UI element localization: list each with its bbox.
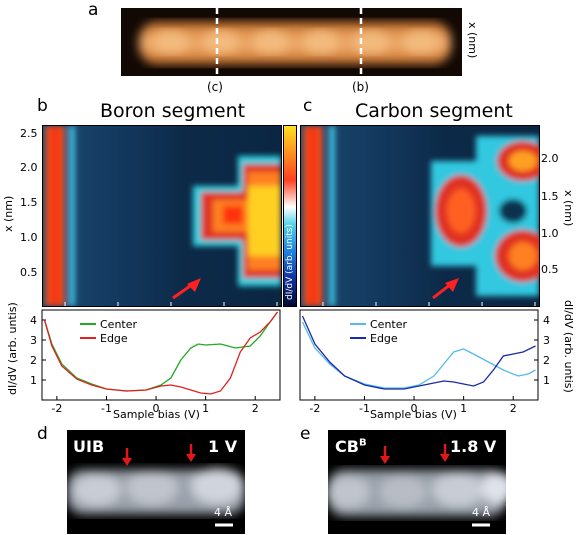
carbon-spectra-xlabel: Sample bias (V) (370, 408, 457, 421)
boron-ytick: 1.5 (20, 196, 38, 209)
panel-label-a: a (88, 0, 99, 20)
boron-spectra-ylabel: dI/dV (arb. untis) (6, 302, 19, 395)
x-tick-label: 2 (510, 402, 517, 415)
cbb-label: CBB (335, 437, 367, 456)
stm-image-uib (67, 430, 245, 534)
legend-label: Center (370, 318, 408, 331)
y-tick-label: 1 (543, 374, 550, 387)
x-tick-label: -1 (101, 402, 112, 415)
carbon-spectra-ylabel: dI/dV (arb. untis) (562, 300, 575, 393)
y-tick-label: 4 (543, 314, 550, 327)
y-tick-label: 1 (30, 374, 37, 387)
series-line-center (43, 311, 279, 392)
uib-scalebar-label: 4 Å (214, 506, 233, 519)
x-tick-label: 2 (252, 402, 259, 415)
panel-label-e: e (300, 424, 311, 444)
colorbar (283, 125, 297, 307)
carbon-ytick: 0.5 (541, 263, 559, 276)
cbb-label-main: CB (335, 437, 359, 456)
y-tick-label: 3 (543, 334, 550, 347)
x-tick-label: -2 (309, 402, 320, 415)
panel-label-c: c (303, 96, 313, 116)
cbb-label-sup: B (358, 437, 367, 449)
y-tick-label: 2 (543, 354, 550, 367)
y-tick-label: 2 (30, 354, 37, 367)
panel-label-d: d (37, 424, 48, 444)
boron-map-ylabel: x (nm) (2, 195, 15, 232)
boron-ytick: 1.0 (20, 231, 38, 244)
x-tick-label: 0 (411, 402, 418, 415)
boron-didv-map (42, 125, 282, 307)
colorbar-label: dI/dV (arb. units) (285, 224, 295, 300)
x-tick-label: 1 (202, 402, 209, 415)
x-tick-label: 1 (460, 402, 467, 415)
cbb-bias: 1.8 V (450, 437, 497, 456)
x-tick-label: -1 (359, 402, 370, 415)
carbon-ytick: 1.0 (541, 227, 559, 240)
x-tick-label: -2 (51, 402, 62, 415)
carbon-didv-map (300, 125, 540, 307)
boron-spectra-xlabel: Sample bias (V) (113, 408, 200, 421)
series-line-edge (301, 315, 536, 390)
panel-a-ylabel: x (nm) (466, 22, 479, 59)
marker-c: (c) (207, 80, 223, 94)
boron-ytick: 2.0 (20, 161, 38, 174)
panel-label-b: b (37, 96, 48, 116)
carbon-title: Carbon segment (355, 100, 513, 122)
carbon-ytick: 2.0 (541, 152, 559, 165)
carbon-ytick: 1.5 (541, 190, 559, 203)
x-tick-label: 0 (153, 402, 160, 415)
uib-bias: 1 V (208, 437, 238, 456)
legend-label: Edge (100, 332, 128, 345)
boron-title: Boron segment (100, 100, 246, 122)
series-line-edge (43, 311, 279, 395)
y-tick-label: 4 (30, 314, 37, 327)
legend-label: Edge (370, 332, 398, 345)
boron-ytick: 0.5 (20, 266, 38, 279)
stm-image-cbb (328, 430, 506, 534)
carbon-map-ylabel: x (nm) (562, 190, 575, 227)
boron-ytick: 2.5 (20, 127, 38, 140)
uib-label: UIB (73, 437, 105, 456)
marker-b: (b) (352, 80, 369, 94)
cbb-scalebar-label: 4 Å (472, 506, 491, 519)
legend-label: Center (100, 318, 138, 331)
y-tick-label: 3 (30, 334, 37, 347)
stm-image-ribbon (121, 8, 462, 76)
